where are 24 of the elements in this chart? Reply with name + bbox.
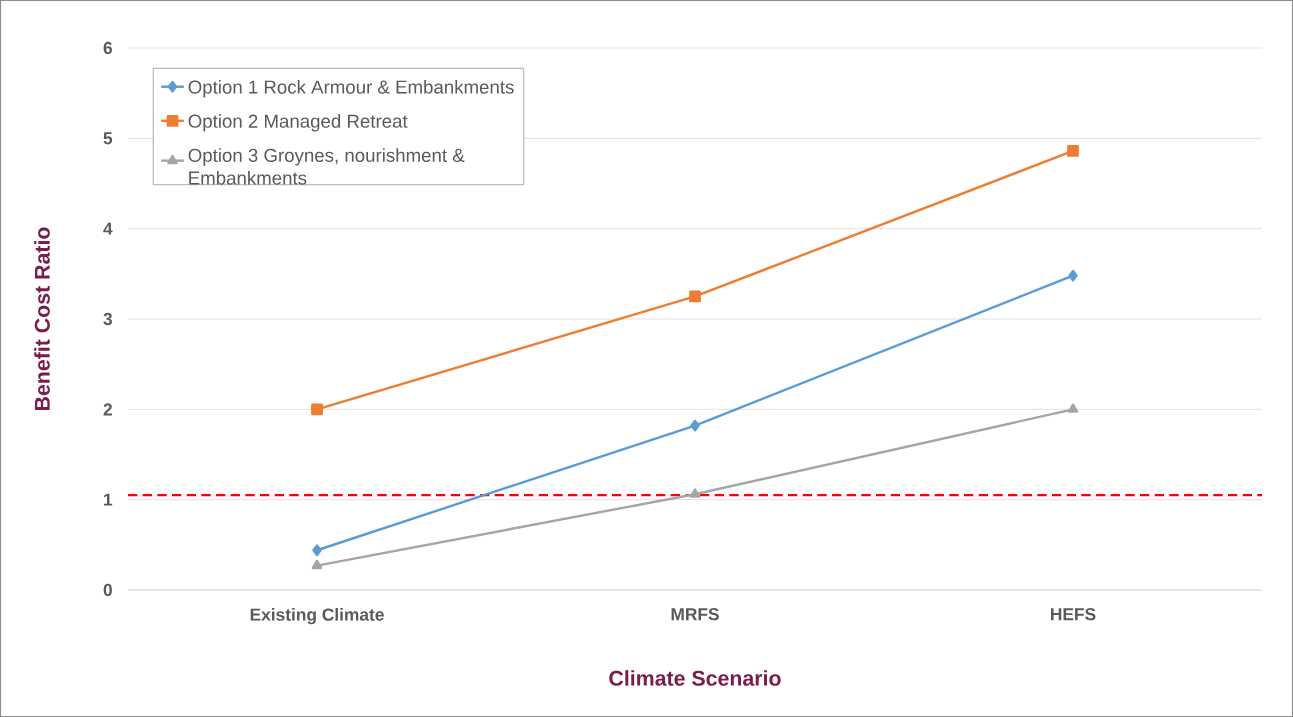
legend-label: Option 2 Managed Retreat — [188, 114, 408, 132]
point — [1068, 269, 1078, 282]
x-axis-title: Climate Scenario — [609, 670, 781, 686]
y-axis-title: Benefit Cost Ratio — [34, 227, 50, 411]
point — [689, 290, 701, 303]
y-tick-label: 1 — [104, 493, 113, 506]
legend-label: Option 3 Groynes, nourishment & Embankments — [188, 148, 465, 185]
legend-label: Option 1 Rock Armour & Embankments — [188, 79, 514, 98]
y-tick-label: 0 — [103, 583, 112, 597]
point — [1067, 403, 1079, 413]
point — [311, 559, 323, 570]
x-tick-label: HEFS — [1051, 608, 1096, 621]
y-tick-label: 5 — [103, 132, 113, 145]
y-tick-label: 3 — [103, 312, 112, 326]
x-tick-label: Existing Climate — [250, 608, 384, 625]
x-tick-label: MRFS — [671, 608, 719, 621]
point — [1067, 145, 1079, 157]
y-tick-label: 6 — [103, 41, 112, 55]
y-tick-label: 4 — [103, 222, 113, 235]
point — [690, 419, 700, 432]
point — [689, 488, 701, 498]
point — [311, 403, 323, 416]
y-tick-label: 2 — [103, 403, 112, 416]
point — [312, 544, 322, 557]
